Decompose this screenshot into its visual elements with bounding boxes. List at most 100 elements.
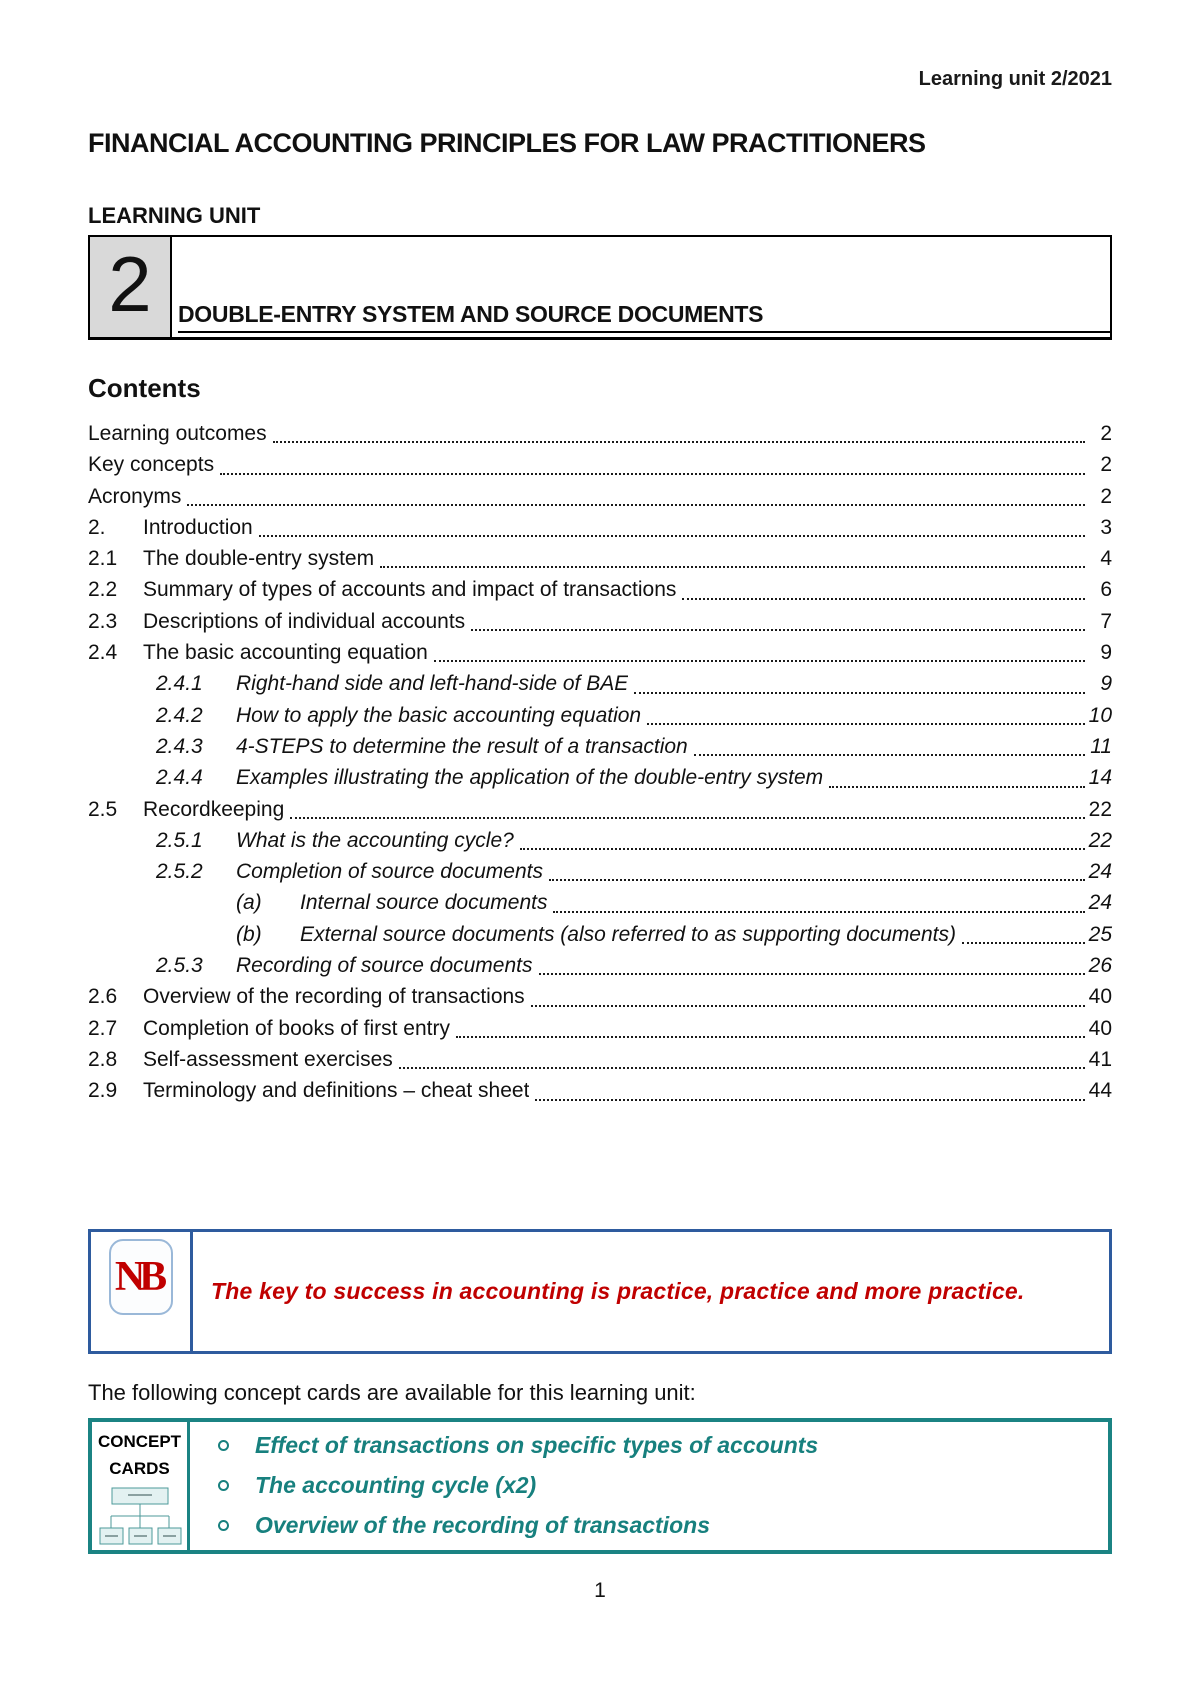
nb-note-text: The key to success in accounting is prac… — [211, 1277, 1025, 1304]
nb-note-box: NB The key to success in accounting is p… — [88, 1228, 1112, 1354]
concept-cards-label-cell: CONCEPT CARDS — [92, 1421, 190, 1550]
learning-unit-box: 2 DOUBLE-ENTRY SYSTEM AND SOURCE DOCUMEN… — [88, 235, 1112, 340]
toc-entry-label: Internal source documents — [300, 891, 548, 915]
toc-entry-page: 2 — [1100, 422, 1112, 445]
toc-entry-number: 2.4.1 — [156, 672, 203, 696]
toc-entry-label: Introduction — [143, 515, 253, 539]
toc-entry-label: How to apply the basic accounting equati… — [236, 703, 642, 727]
nb-text-cell: The key to success in accounting is prac… — [193, 1232, 1109, 1351]
concept-card-item: Effect of transactions on specific types… — [218, 1432, 1108, 1459]
toc-entry: (a) Internal source documents 24 — [88, 887, 1112, 918]
toc-entry-number: 2.3 — [88, 609, 118, 633]
circle-bullet-icon — [218, 1520, 229, 1532]
unit-number: 2 — [90, 237, 172, 337]
toc-entry: 2.9 Terminology and definitions – cheat s… — [88, 1075, 1112, 1106]
toc-entry-page: 25 — [1088, 922, 1112, 946]
concept-cards-label-line1: CONCEPT — [97, 1431, 182, 1451]
doc-reference: Learning unit 2/2021 — [918, 68, 1112, 90]
toc-entry-label: What is the accounting cycle? — [236, 828, 514, 852]
toc-entry: 2.2 Summary of types of accounts and impa… — [88, 574, 1112, 605]
toc-entry-number: 2.8 — [88, 1047, 118, 1071]
toc-entry: 2.4.2 How to apply the basic accounting e… — [88, 700, 1112, 731]
toc-dot-leader — [220, 472, 1085, 475]
toc-entry-page: 22 — [1088, 828, 1112, 852]
toc-entry-page: 11 — [1090, 734, 1112, 758]
concept-cards-intro: The following concept cards are availabl… — [88, 1379, 696, 1405]
toc-entry: 2.4.3 4-STEPS to determine the result of … — [88, 731, 1112, 762]
toc-entry-number: 2.4 — [88, 641, 118, 665]
toc-entry-number: 2.5.2 — [156, 860, 203, 884]
toc-entry-label: Key concepts — [88, 453, 215, 477]
toc-entry: 2.5.1 What is the accounting cycle? 22 — [88, 825, 1112, 856]
toc-dot-leader — [634, 691, 1085, 694]
toc-entry: 2.4.4 Examples illustrating the applicat… — [88, 762, 1112, 793]
toc-entry-number: 2. — [88, 515, 106, 539]
toc-dot-leader — [682, 597, 1085, 600]
toc-entry-number: 2.7 — [88, 1016, 118, 1040]
toc-dot-leader — [962, 942, 1085, 945]
unit-title-cell: DOUBLE-ENTRY SYSTEM AND SOURCE DOCUMENTS — [172, 237, 1110, 337]
toc-entry-label: Self-assessment exercises — [143, 1047, 393, 1071]
toc-entry: 2.5.3 Recording of source documents 26 — [88, 950, 1112, 981]
toc-entry-number: (a) — [236, 891, 262, 915]
toc-entry-label: The basic accounting equation — [143, 641, 428, 665]
toc-entry-number: 2.1 — [88, 547, 118, 571]
toc-entry-page: 10 — [1088, 703, 1112, 727]
toc-entry-label: Terminology and definitions – cheat shee… — [143, 1079, 530, 1103]
flowchart-icon — [99, 1487, 181, 1545]
toc-entry-number: 2.9 — [88, 1079, 118, 1103]
toc-entry-number: 2.5.1 — [156, 828, 203, 852]
toc-entry-label: Completion of source documents — [236, 860, 543, 884]
concept-cards-box: CONCEPT CARDS Effect of transactions on … — [88, 1417, 1112, 1554]
toc-entry-number: (b) — [236, 922, 262, 946]
toc-entry-number: 2.2 — [88, 578, 118, 602]
toc-entry: 2.6 Overview of the recording of transact… — [88, 981, 1112, 1012]
toc-entry-label: Recording of source documents — [236, 954, 533, 978]
circle-bullet-icon — [218, 1440, 229, 1452]
toc-entry-label: Learning outcomes — [88, 422, 267, 445]
toc-dot-leader — [538, 973, 1085, 976]
toc-dot-leader — [693, 754, 1085, 757]
toc-dot-leader — [398, 1067, 1085, 1070]
concept-card-item-text: The accounting cycle (x2) — [255, 1472, 537, 1499]
toc-entry: Learning outcomes 2 — [88, 418, 1112, 449]
toc-dot-leader — [553, 910, 1085, 913]
toc-entry-label: Acronyms — [88, 484, 182, 508]
toc-entry-page: 24 — [1088, 860, 1112, 884]
toc-entry-label: The double-entry system — [143, 547, 375, 571]
toc-entry-page: 6 — [1100, 578, 1112, 602]
toc-entry-page: 22 — [1088, 797, 1112, 821]
concept-card-item-text: Overview of the recording of transaction… — [255, 1512, 710, 1539]
toc-entry-label: Completion of books of first entry — [143, 1016, 450, 1040]
circle-bullet-icon — [218, 1480, 229, 1492]
toc-dot-leader — [535, 1098, 1085, 1101]
toc-dot-leader — [647, 722, 1085, 725]
toc-entry-page: 41 — [1088, 1047, 1112, 1071]
unit-title: DOUBLE-ENTRY SYSTEM AND SOURCE DOCUMENTS — [178, 301, 1110, 333]
toc-entry-page: 9 — [1100, 641, 1112, 665]
toc-entry: 2.4.1 Right-hand side and left-hand-side … — [88, 668, 1112, 699]
toc-entry-page: 4 — [1100, 547, 1112, 571]
toc-entry-page: 24 — [1088, 891, 1112, 915]
contents-heading: Contents — [88, 373, 201, 403]
page-number: 1 — [594, 1578, 606, 1602]
toc-dot-leader — [829, 785, 1085, 788]
toc-entry: 2.5 Recordkeeping 22 — [88, 794, 1112, 825]
toc-entry: 2.1 The double-entry system 4 — [88, 543, 1112, 574]
toc-entry-page: 2 — [1100, 484, 1112, 508]
toc-dot-leader — [380, 566, 1085, 569]
toc-entry-label: 4-STEPS to determine the result of a tra… — [236, 734, 688, 758]
concept-card-item-text: Effect of transactions on specific types… — [255, 1432, 819, 1459]
toc-dot-leader — [433, 660, 1085, 663]
toc-entry: 2. Introduction 3 — [88, 512, 1112, 543]
toc-entry: 2.7 Completion of books of first entry 40 — [88, 1013, 1112, 1044]
toc-dot-leader — [530, 1004, 1085, 1007]
toc-entry: 2.3 Descriptions of individual accounts 7 — [88, 606, 1112, 637]
nb-icon: NB — [108, 1238, 173, 1315]
toc-entry-number: 2.5.3 — [156, 954, 203, 978]
toc-entry: 2.8 Self-assessment exercises 41 — [88, 1044, 1112, 1075]
toc-entry-page: 26 — [1088, 954, 1112, 978]
toc-entry-number: 2.5 — [88, 797, 118, 821]
toc-entry-number: 2.4.3 — [156, 734, 203, 758]
toc-dot-leader — [471, 629, 1085, 632]
